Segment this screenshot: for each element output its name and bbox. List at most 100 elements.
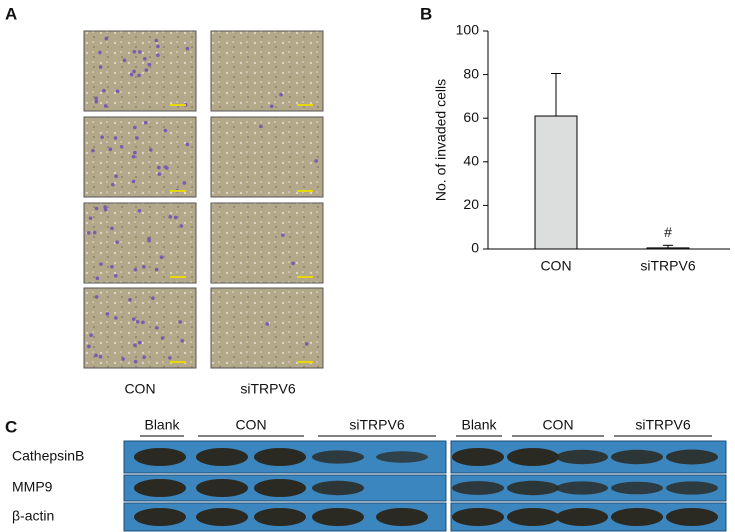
stained-cell	[113, 274, 118, 278]
stained-cell	[173, 215, 178, 220]
stained-cell	[291, 261, 295, 266]
x-tick-label: CON	[540, 258, 571, 274]
band	[134, 448, 186, 466]
band	[666, 481, 718, 495]
stained-cell	[131, 179, 136, 184]
stained-cell	[113, 136, 118, 140]
stained-cell	[94, 295, 99, 299]
stained-cell	[131, 154, 136, 159]
stained-cell	[135, 136, 139, 140]
stained-cell	[94, 96, 98, 101]
stained-cell	[281, 233, 285, 237]
stained-cell	[159, 255, 164, 260]
stained-cell	[119, 144, 124, 149]
column-label: CON	[124, 381, 155, 397]
stained-cell	[114, 316, 118, 320]
stained-cell	[304, 342, 309, 346]
stained-cell	[92, 230, 97, 235]
stained-cell	[99, 262, 103, 266]
bar	[646, 247, 690, 250]
stained-cell	[115, 89, 120, 94]
micrograph	[83, 202, 197, 284]
stained-cell	[122, 58, 127, 63]
y-tick-label: 0	[471, 240, 479, 256]
band	[611, 508, 663, 526]
band	[507, 448, 559, 466]
row-label: β-actin	[12, 508, 54, 524]
stained-cell	[154, 38, 159, 43]
band	[254, 448, 306, 466]
band	[376, 451, 428, 463]
stained-cell	[133, 150, 137, 155]
stained-cell	[129, 72, 134, 77]
stained-cell	[179, 224, 184, 228]
western-blot: CathepsinB MMP9 β-actin Blank CON siTRPV6 Blan…	[12, 417, 727, 532]
stained-cell	[185, 46, 190, 51]
band	[134, 508, 186, 526]
micrograph	[210, 287, 324, 369]
band	[312, 480, 364, 496]
y-tick-label: 40	[463, 153, 479, 169]
stained-cell	[133, 268, 138, 272]
stained-cell	[265, 322, 270, 326]
stained-cell	[168, 356, 172, 360]
stained-cell	[143, 120, 148, 125]
stained-cell	[135, 320, 140, 324]
row-label: MMP9	[12, 479, 53, 495]
band	[556, 449, 608, 465]
stained-cell	[148, 148, 153, 152]
stained-cell	[141, 320, 145, 325]
band	[452, 448, 504, 466]
stained-cell	[103, 205, 107, 209]
stained-cell	[110, 264, 114, 269]
stained-cell	[95, 276, 100, 281]
y-axis-label: No. of invaded cells	[433, 79, 449, 201]
stained-cell	[163, 128, 168, 133]
stained-cell	[115, 240, 119, 244]
stained-cell	[100, 135, 104, 139]
stained-cell	[103, 104, 108, 108]
stained-cell	[98, 65, 103, 69]
micrograph	[210, 116, 324, 198]
stained-cell	[314, 159, 318, 163]
micrograph	[83, 116, 197, 198]
band	[452, 508, 504, 526]
stained-cell	[180, 339, 185, 343]
stained-cell	[144, 68, 149, 72]
band	[556, 481, 608, 495]
lane-group-label: siTRPV6	[635, 417, 690, 433]
stained-cell	[157, 172, 162, 176]
band	[507, 508, 559, 526]
band	[507, 480, 559, 496]
stained-cell	[143, 56, 147, 61]
stained-cell	[132, 49, 137, 54]
stained-cell	[114, 174, 118, 178]
bar-chart: 0 20 40 60 80 100 No. of invaded cells CON siTRP…	[433, 22, 730, 274]
micrograph	[83, 30, 197, 112]
stained-cell	[121, 357, 125, 361]
stained-cell	[157, 165, 161, 170]
panel-label: A	[5, 4, 17, 23]
stained-cell	[142, 355, 146, 360]
stained-cell	[110, 226, 114, 231]
stained-cell	[94, 99, 99, 104]
stained-cell	[94, 353, 98, 358]
lane-group-label: CON	[235, 417, 266, 433]
stained-cell	[137, 73, 141, 78]
band	[452, 481, 504, 495]
lane-group-label: Blank	[144, 417, 180, 433]
panel-label: C	[5, 417, 17, 436]
band	[611, 449, 663, 465]
stained-cell	[182, 181, 187, 185]
stained-cell	[138, 50, 142, 54]
stained-cell	[142, 265, 146, 269]
micrograph	[210, 202, 324, 284]
band	[611, 481, 663, 495]
band	[666, 508, 718, 526]
y-tick-label: 80	[463, 65, 479, 81]
band	[254, 479, 306, 497]
stained-cell	[155, 326, 159, 330]
column-label: siTRPV6	[240, 381, 295, 397]
stained-cell	[178, 320, 182, 324]
